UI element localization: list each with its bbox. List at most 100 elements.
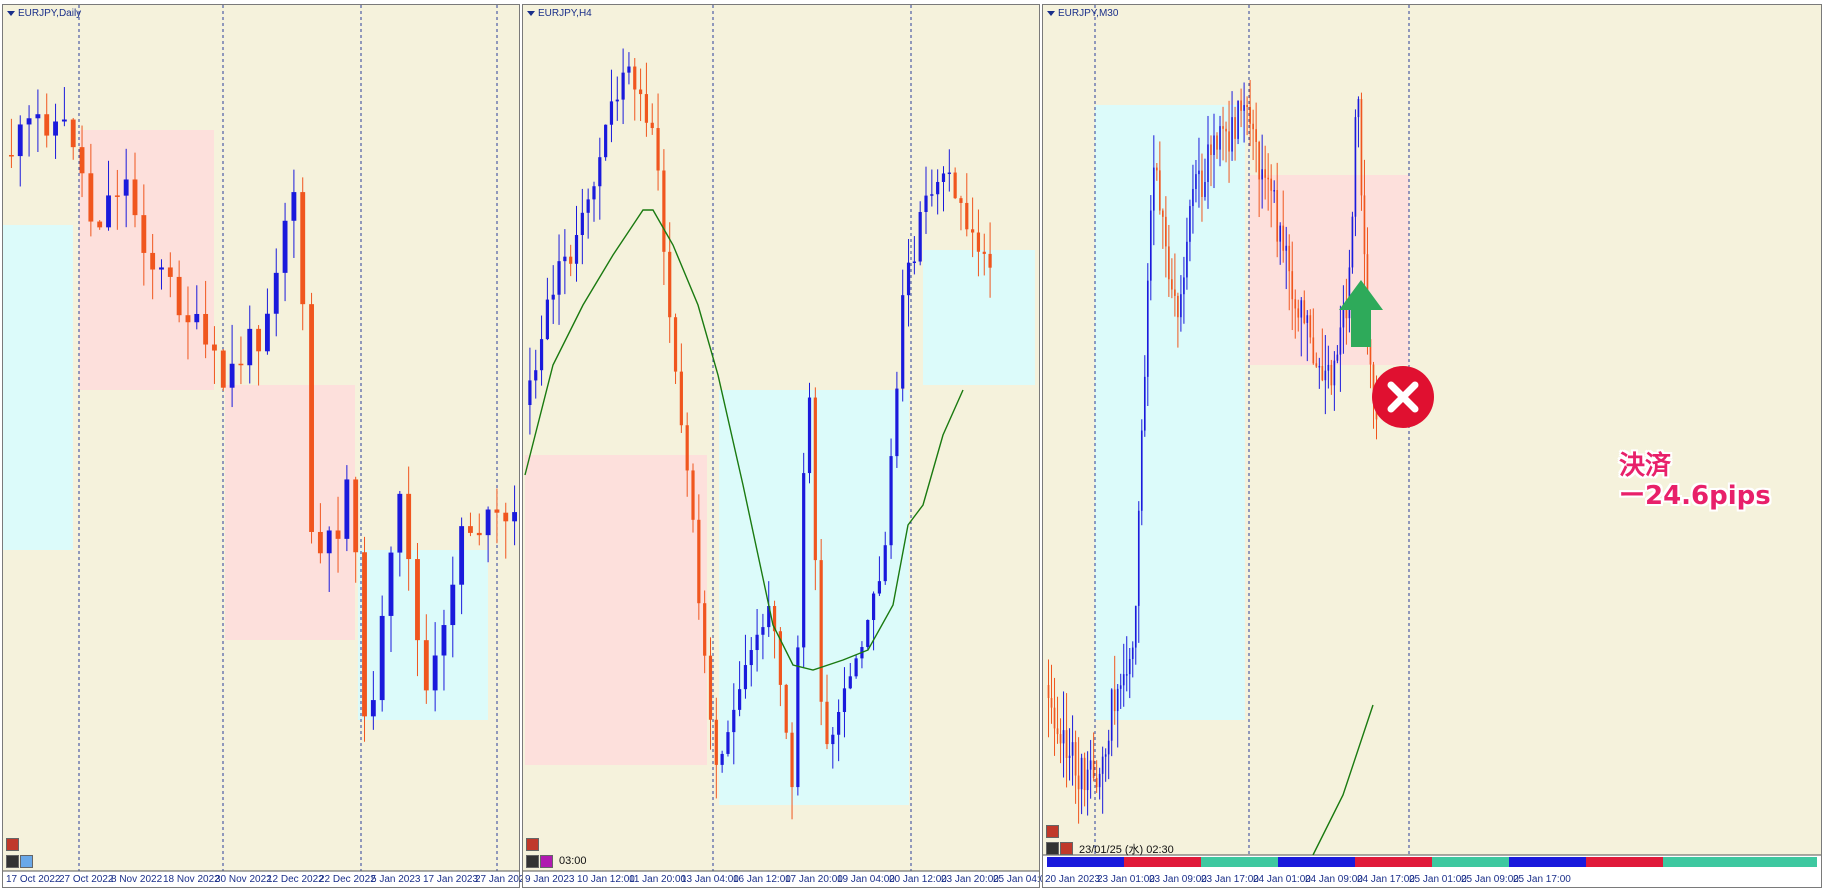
- candle-bull: [1336, 354, 1339, 361]
- x-axis-tick-label: 24 Jan 17:00: [1357, 874, 1415, 885]
- candle-bear: [1363, 195, 1366, 255]
- session-color-segment: [1201, 857, 1278, 867]
- candle-bear: [1309, 315, 1312, 338]
- candle-bear: [1246, 105, 1248, 107]
- x-axis-tick-label: 12 Dec 2022: [267, 874, 324, 885]
- x-axis-tick-label: 10 Jan 12:00: [577, 874, 635, 885]
- candle-bull: [837, 711, 841, 735]
- x-axis-labels: 9 Jan 2023 10 Jan 12:00 11 Jan 20:00 13 Jan…: [523, 873, 1051, 887]
- candle-bull: [563, 256, 567, 262]
- chart-window-daily[interactable]: EURJPY,Daily 17 Oct 2022 27 Oct 2022 8 Nov…: [2, 4, 530, 888]
- x-axis-tick-label: 17 Jan 2023: [423, 874, 479, 885]
- candle-bear: [238, 363, 244, 366]
- candle-bear: [1372, 364, 1375, 396]
- candle-bull: [26, 118, 32, 125]
- chart-window-h4[interactable]: EURJPY,H4 03:00 9 Jan 2023 10 Jan 12:00 11…: [522, 4, 1051, 888]
- candle-bull: [1300, 300, 1303, 318]
- candle-bull: [1122, 674, 1125, 686]
- candle-bull: [450, 584, 456, 626]
- time-label: 23/01/25 (水) 02:30: [1079, 844, 1174, 856]
- candle-bull: [1213, 135, 1215, 155]
- chart-window-m30[interactable]: EURJPY,M30 23/01/25 (水) 02:30 決済 ー24.6pi…: [1042, 4, 1822, 888]
- candle-bull: [755, 634, 759, 651]
- dropdown-triangle-icon[interactable]: [7, 11, 15, 16]
- dropdown-triangle-icon[interactable]: [527, 11, 535, 16]
- candle-bull: [1261, 169, 1263, 180]
- chart-title-text: EURJPY,H4: [538, 8, 592, 19]
- candle-bull: [743, 665, 748, 690]
- candle-bear: [1059, 734, 1062, 744]
- candle-bull: [379, 615, 385, 701]
- one-click-icon[interactable]: [1046, 842, 1059, 855]
- candle-bear: [988, 253, 992, 268]
- candle-bull: [796, 647, 800, 788]
- candle-bear: [1165, 216, 1167, 247]
- candle-bull: [1152, 167, 1155, 211]
- one-click-icon[interactable]: [6, 855, 19, 868]
- candle-bull: [609, 101, 614, 125]
- chart-menu-icon[interactable]: [1046, 825, 1059, 838]
- x-axis-tick-label: 25 Jan 01:00: [1409, 874, 1467, 885]
- candle-bear: [1168, 246, 1170, 280]
- candle-bull: [1333, 360, 1336, 386]
- candle-bear: [114, 195, 120, 197]
- x-axis-tick-label: 27 Jan 2023: [475, 874, 531, 885]
- candle-bull: [1285, 245, 1288, 251]
- candle-bull: [1068, 755, 1071, 758]
- settings-icon[interactable]: [1060, 842, 1073, 855]
- settings-icon[interactable]: [540, 855, 553, 868]
- candle-bull: [326, 530, 332, 554]
- settings-icon[interactable]: [20, 855, 33, 868]
- exit-annotation-label: 決済: [1619, 451, 1672, 481]
- candle-bear: [971, 229, 975, 233]
- x-axis-tick-label: 24 Jan 01:00: [1253, 874, 1311, 885]
- candle-bull: [901, 295, 905, 389]
- one-click-icon[interactable]: [526, 855, 539, 868]
- candle-bull: [749, 650, 753, 666]
- candle-bear: [1092, 760, 1095, 778]
- m30-chart-canvas[interactable]: [1043, 5, 1821, 887]
- candle-bull: [17, 124, 23, 157]
- candle-bear: [176, 276, 182, 316]
- candle-bear: [309, 304, 314, 532]
- candle-bull: [1131, 647, 1134, 660]
- candle-bear: [203, 313, 209, 345]
- candle-bear: [953, 172, 957, 199]
- candle-bear: [1330, 364, 1333, 386]
- x-axis-tick-label: 20 Jan 2023: [1045, 874, 1101, 885]
- candle-bear: [1159, 170, 1161, 211]
- candle-bull: [1071, 742, 1074, 756]
- candle-bear: [1077, 775, 1080, 790]
- candle-bull: [441, 625, 447, 656]
- candle-bear: [1360, 99, 1363, 196]
- candle-bear: [656, 128, 660, 171]
- candle-bull: [1219, 126, 1221, 150]
- candle-bear: [569, 256, 573, 264]
- candle-bear: [679, 371, 683, 426]
- x-axis-tick-label: 16 Jan 12:00: [733, 874, 791, 885]
- candle-bull: [35, 114, 41, 119]
- h4-chart-canvas[interactable]: [523, 5, 1039, 887]
- daily-chart-canvas[interactable]: [3, 5, 519, 887]
- candle-bull: [1192, 188, 1194, 207]
- dropdown-triangle-icon[interactable]: [1047, 11, 1055, 16]
- chart-menu-icon[interactable]: [6, 838, 19, 851]
- candle-bull: [512, 512, 518, 522]
- candle-bear: [256, 328, 262, 352]
- candle-bear: [1294, 299, 1297, 309]
- candle-bear: [1095, 777, 1098, 788]
- x-axis-tick-label: 17 Oct 2022: [6, 874, 61, 885]
- candle-bull: [720, 753, 724, 765]
- x-axis-labels: 20 Jan 2023 23 Jan 01:00 23 Jan 09:00 23 Ja…: [1043, 873, 1821, 887]
- candle-bear: [982, 251, 986, 254]
- candle-bear: [662, 170, 666, 252]
- candle-bull: [344, 479, 350, 539]
- chart-menu-icon[interactable]: [526, 838, 539, 851]
- candle-bull: [1062, 730, 1065, 744]
- candle-bear: [813, 397, 817, 561]
- entry-buy-arrow-icon: [1339, 280, 1383, 347]
- candle-bear: [1113, 689, 1116, 712]
- candle-bear: [1288, 245, 1291, 272]
- candle-bear: [668, 251, 672, 318]
- candle-bull: [264, 313, 270, 352]
